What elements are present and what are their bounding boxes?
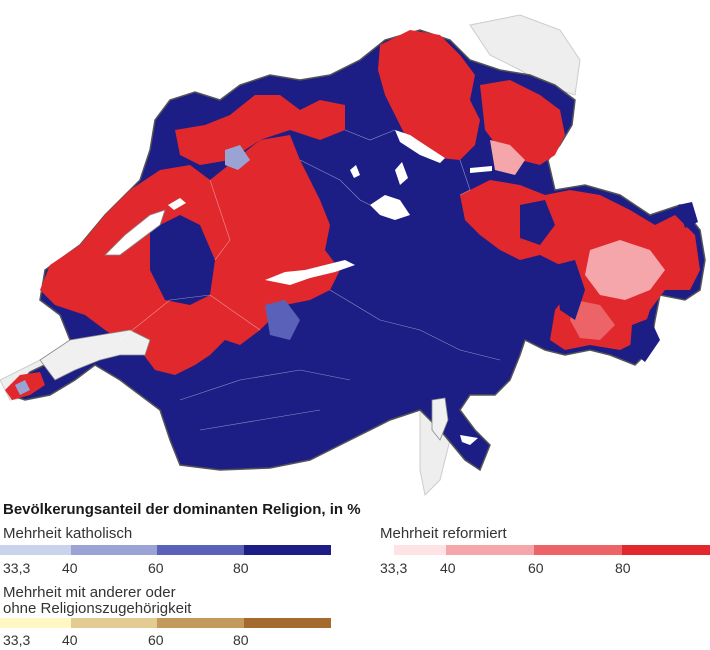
region-reformiert-light-east [490, 140, 525, 175]
canton-borders [119, 129, 501, 431]
region-reformiert-zuerich [378, 30, 480, 160]
region-katholisch-puschlav [630, 318, 660, 362]
legend-swatch [71, 618, 157, 628]
lake-leman [39, 329, 151, 381]
legend-swatch [534, 545, 622, 555]
switzerland-religion-map [0, 14, 706, 497]
region-reformiert-jura [175, 95, 345, 165]
legend-swatch [446, 545, 534, 555]
legend-bar-reformiert [394, 545, 710, 555]
legend-ticks-katholisch: 33,3 40 60 80 [0, 560, 331, 578]
tick-label: 40 [440, 560, 456, 576]
region-katholisch-geneva-light [15, 380, 30, 395]
legend-label-reformiert: Mehrheit reformiert [380, 525, 507, 542]
lake-zug [395, 162, 408, 185]
tick-label: 33,3 [3, 632, 31, 648]
lake-walensee [470, 166, 492, 173]
legend-swatch [622, 545, 710, 555]
region-katholisch-light [225, 145, 250, 170]
lake-lugano [460, 435, 478, 445]
region-katholisch-surselva [520, 200, 555, 245]
legend-swatch [244, 618, 331, 628]
tick-label: 80 [615, 560, 631, 576]
legend-bar-andere [0, 618, 331, 628]
legend-swatch [0, 545, 71, 555]
tick-label: 60 [148, 632, 164, 648]
legend-swatch [71, 545, 157, 555]
legend-swatch [394, 545, 446, 555]
tick-label: 60 [528, 560, 544, 576]
lake-biel [168, 198, 186, 210]
legend-label-andere-line1: Mehrheit mit anderer oder [3, 584, 176, 601]
tick-label: 33,3 [3, 560, 31, 576]
legend-swatch [0, 618, 71, 628]
tick-label: 40 [62, 632, 78, 648]
region-katholisch-mid [265, 300, 300, 340]
tick-label: 80 [233, 560, 249, 576]
lake-maggiore [431, 397, 449, 441]
legend-swatch [157, 545, 244, 555]
region-katholisch-muenstertal [678, 202, 698, 228]
neighbor-land-bodensee [469, 14, 581, 96]
lake-neuchatel [104, 209, 166, 256]
legend-ticks-reformiert: 33,3 40 60 80 [0, 560, 710, 578]
tick-label: 40 [62, 560, 78, 576]
legend-swatch [244, 545, 331, 555]
tick-label: 80 [233, 632, 249, 648]
region-reformiert-light-gr [585, 240, 665, 300]
lake-luzern [370, 195, 410, 220]
region-katholisch-misox [555, 260, 585, 320]
region-reformiert-mid-gr [570, 300, 615, 340]
region-katholisch-fribourg [150, 215, 215, 305]
lake-sempach [350, 165, 360, 178]
legend-swatch [157, 618, 244, 628]
legend-label-katholisch: Mehrheit katholisch [3, 525, 133, 542]
lake-thun-brienz [265, 260, 355, 285]
lake-zuerich [395, 130, 445, 163]
legend-title: Bevölkerungsanteil der dominanten Religi… [3, 501, 361, 518]
legend-ticks-andere: 33,3 40 60 80 [0, 632, 331, 650]
legend-bar-katholisch [0, 545, 331, 555]
legend-label-andere-line2: ohne Religionszugehörigkeit [3, 600, 192, 617]
tick-label: 60 [148, 560, 164, 576]
tick-label: 33,3 [380, 560, 408, 576]
